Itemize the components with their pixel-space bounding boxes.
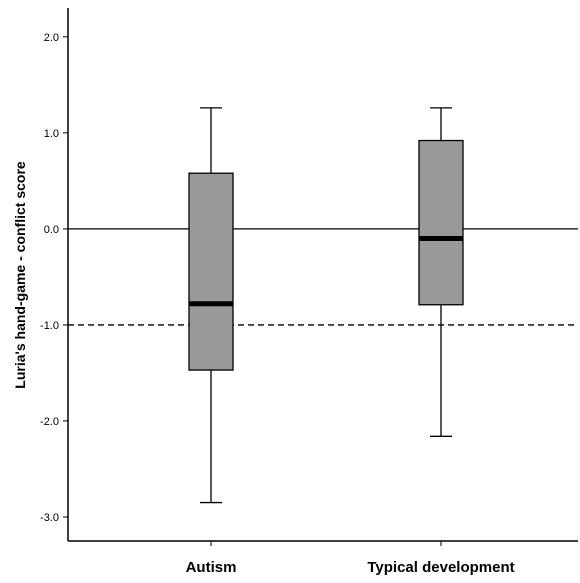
plot-area: -3.0 -2.0 -1.0 0.0 1.0 2.0 Autism Typical devel…	[40, 8, 578, 576]
y-tick-label: -1.0	[40, 320, 59, 332]
x-category-label: Typical development	[367, 559, 514, 576]
y-tick-label: 1.0	[44, 128, 59, 140]
x-category-label: Autism	[186, 559, 237, 576]
box-iqr	[188, 172, 234, 371]
y-axis-title: Luria's hand-game - conflict score	[12, 161, 28, 389]
y-tick-label: -3.0	[40, 512, 59, 524]
y-tick-label: 2.0	[44, 32, 59, 44]
y-tick-label: 0.0	[44, 224, 59, 236]
box-iqr	[418, 139, 464, 306]
y-tick-label: -2.0	[40, 416, 59, 428]
